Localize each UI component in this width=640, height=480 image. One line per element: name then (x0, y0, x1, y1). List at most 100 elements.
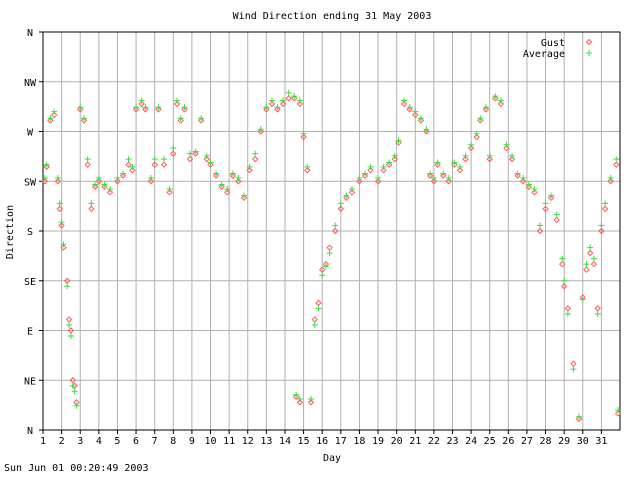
y-tick-label: N (27, 28, 33, 39)
data-point-average (473, 130, 480, 137)
x-tick-label: 20 (391, 436, 403, 447)
x-tick-label: 30 (577, 436, 589, 447)
data-point-average (235, 174, 242, 181)
data-point-gust (166, 189, 173, 196)
data-point-average (315, 305, 322, 312)
data-point-average (417, 115, 424, 122)
data-point-average (559, 255, 566, 262)
data-point-gust (456, 166, 464, 174)
data-point-average (308, 396, 315, 403)
data-point-gust (594, 305, 601, 312)
data-point-gust (212, 172, 220, 179)
data-point-gust (575, 415, 583, 423)
data-point-average (291, 93, 298, 100)
data-point-gust (291, 95, 298, 102)
data-point-average (548, 192, 555, 199)
data-point-gust (426, 172, 434, 179)
data-point-gust (177, 117, 184, 124)
legend-marker-gust (585, 38, 593, 46)
data-point-average (509, 152, 516, 159)
data-point-average (514, 170, 521, 177)
data-point-gust (607, 178, 614, 185)
data-point-average (198, 115, 205, 122)
data-point-gust (585, 38, 593, 46)
data-point-average (166, 185, 173, 192)
x-tick-label: 13 (260, 436, 272, 447)
data-point-average (356, 174, 363, 181)
data-point-gust (77, 106, 84, 113)
data-point-gust (374, 178, 382, 185)
data-point-gust (229, 172, 237, 179)
data-point-average (503, 141, 510, 148)
x-tick-label: 4 (96, 436, 102, 447)
data-point-gust (503, 144, 510, 152)
data-point-gust (285, 95, 292, 102)
data-point-gust (235, 178, 242, 185)
data-point-average (151, 156, 158, 163)
data-point-average (343, 192, 350, 199)
data-point-average (66, 321, 73, 328)
data-point-average (160, 156, 167, 163)
y-tick-label: E (27, 327, 33, 338)
data-point-gust (279, 100, 287, 108)
data-point-average (129, 163, 136, 170)
x-tick-label: 1 (40, 436, 46, 447)
data-point-gust (473, 133, 480, 141)
data-point-gust (50, 111, 58, 119)
data-point-average (615, 407, 622, 414)
data-point-average (607, 174, 614, 181)
data-point-average (427, 170, 434, 177)
data-point-average (147, 174, 154, 181)
data-point-gust (160, 161, 168, 168)
data-point-average (482, 104, 489, 111)
data-point-average (525, 181, 532, 188)
x-tick-label: 24 (465, 436, 477, 447)
data-point-gust (138, 100, 145, 108)
data-point-average (246, 163, 253, 170)
data-point-gust (65, 316, 73, 323)
data-point-average (477, 115, 484, 122)
data-point-average (84, 156, 91, 163)
data-point-gust (332, 227, 339, 235)
data-point-average (77, 104, 84, 111)
x-tick-label: 25 (484, 436, 496, 447)
data-point-average (280, 97, 287, 104)
data-point-gust (251, 155, 259, 163)
data-point-average (332, 222, 339, 229)
data-point-average (322, 263, 329, 270)
data-point-gust (400, 100, 408, 108)
data-point-average (445, 174, 452, 181)
data-point-gust (240, 194, 248, 202)
data-point-average (570, 366, 577, 373)
x-tick-label: 29 (558, 436, 570, 447)
data-point-gust (601, 205, 609, 213)
data-point-average (492, 93, 499, 100)
y-axis-label: Direction (5, 205, 16, 259)
data-point-gust (95, 178, 103, 185)
data-point-gust (391, 155, 398, 163)
data-point-gust (257, 128, 264, 135)
data-point-gust (263, 106, 270, 113)
data-point-average (497, 97, 504, 104)
legend-label-average: Average (523, 49, 565, 60)
x-tick-label: 19 (372, 436, 384, 447)
data-point-gust (542, 205, 549, 213)
data-point-average (58, 219, 65, 226)
data-point-average (430, 174, 437, 181)
data-point-gust (292, 393, 300, 401)
data-point-gust (613, 161, 620, 168)
data-point-average (60, 241, 67, 248)
data-point-gust (173, 100, 181, 108)
x-tick-label: 5 (114, 436, 120, 447)
data-point-average (401, 97, 408, 104)
data-point-average (423, 126, 430, 133)
x-tick-label: 7 (152, 436, 158, 447)
data-point-gust (106, 189, 114, 196)
footer-timestamp: Sun Jun 01 00:20:49 2003 (4, 463, 149, 474)
data-point-average (462, 152, 469, 159)
data-point-average (80, 115, 87, 122)
data-point-average (41, 174, 48, 181)
data-point-gust (497, 100, 505, 108)
data-point-average (468, 141, 475, 148)
data-point-average (296, 396, 303, 403)
